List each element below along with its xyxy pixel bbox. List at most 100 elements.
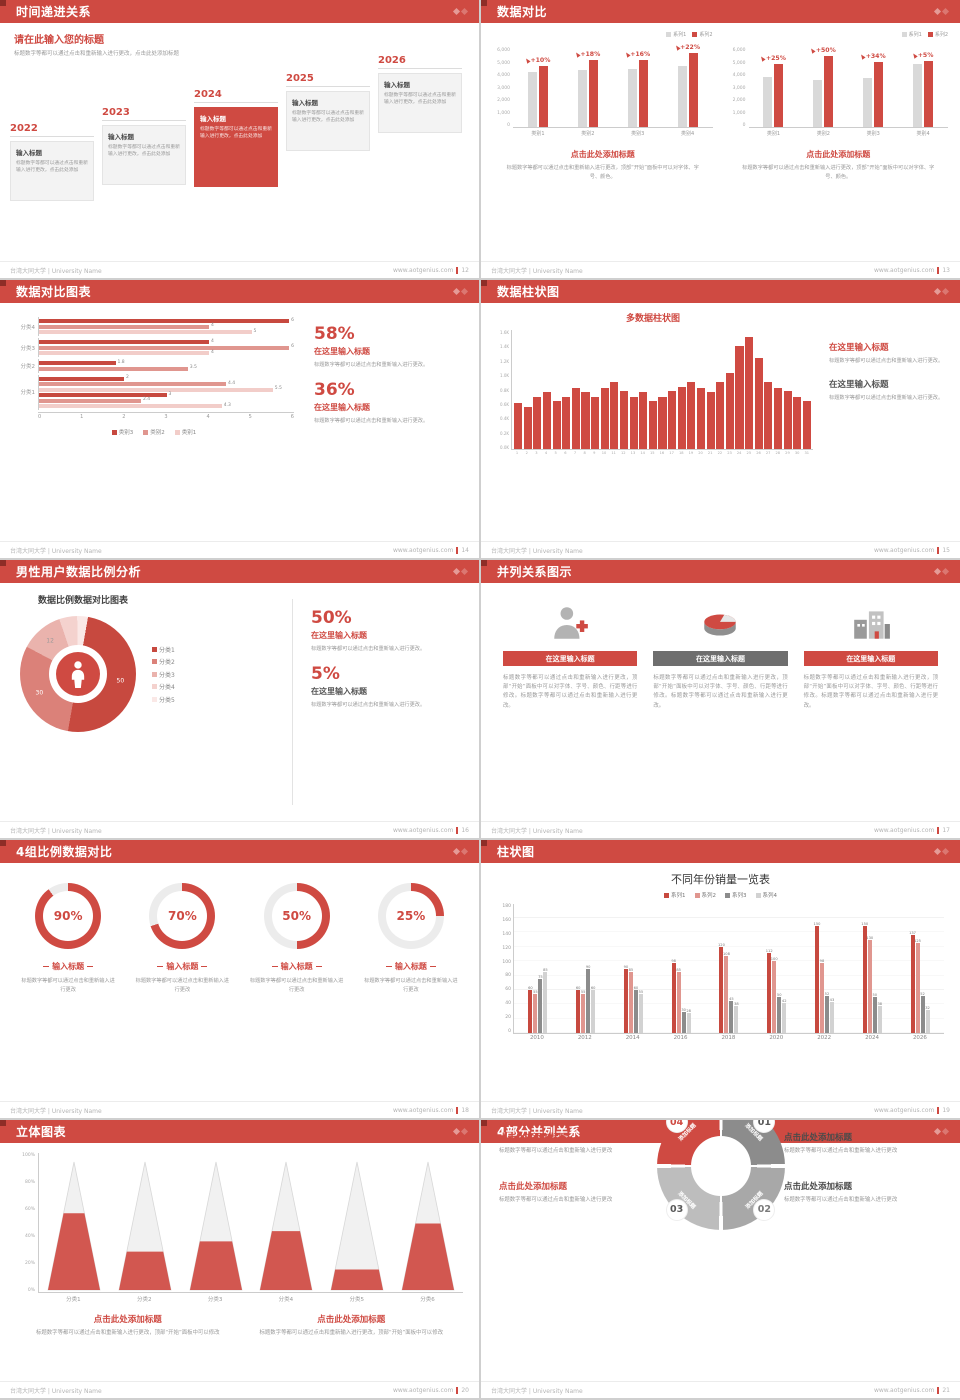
slide-21-four-part-relationship[interactable]: 4部分并列关系 添加标题 01 添加标题 02 添加标题 03 添加标题 04 点击此处添加标… bbox=[481, 1120, 960, 1398]
legend-item: 系列1 bbox=[664, 891, 686, 899]
footer-site: www.aotgenius.com bbox=[873, 826, 935, 834]
legend-swatch bbox=[694, 892, 700, 898]
bar-group: +16% bbox=[613, 48, 663, 127]
legend-item: 分类1 bbox=[152, 645, 175, 654]
bar-series1 bbox=[863, 78, 873, 127]
diamond-decoration bbox=[933, 287, 950, 296]
circular-diagram: 添加标题 01 添加标题 02 添加标题 03 添加标题 04 bbox=[656, 1120, 785, 1230]
bar-value: 42 bbox=[781, 998, 787, 1003]
footer-meta: www.aotgenius.com 18 bbox=[393, 1106, 469, 1114]
bar-series2 bbox=[774, 64, 784, 127]
x-tick-label: 类别3 bbox=[866, 131, 880, 137]
bar bbox=[716, 382, 725, 449]
x-tick-label: 4 bbox=[206, 414, 210, 420]
footer-tick bbox=[456, 546, 459, 554]
bar-value: 4 bbox=[211, 338, 214, 344]
slide-12-time-progression[interactable]: 时间递进关系 请在此输入您的标题 标题数字等都可以通过点击和重新输入进行更改，点… bbox=[0, 0, 479, 278]
diamond-decoration bbox=[452, 847, 469, 856]
bar bbox=[581, 392, 590, 449]
legend-swatch bbox=[901, 32, 907, 37]
slide-19-grouped-column-chart[interactable]: 柱状图 不同年份销量一览表 系列1 系列2 系列3 系列4 180 160 140 120 1… bbox=[481, 840, 960, 1118]
slide-16-male-user-ratio[interactable]: 男性用户数据比例分析 数据比例数据对比图表 50 30 12 分类1 分类2 分类3 分类… bbox=[0, 560, 479, 838]
slide-body: 100% 80% 60% 40% 20% 0% 分类1 分类2 分类3 分类4 分类5 分类6 点击… bbox=[0, 1143, 479, 1381]
corner-decoration bbox=[481, 280, 487, 286]
delta-label: +18% bbox=[574, 51, 600, 58]
progress-ring: 25% bbox=[377, 883, 444, 949]
bar-value: 1.8 bbox=[117, 359, 125, 365]
slide-title: 男性用户数据比例分析 bbox=[16, 565, 142, 579]
slide-20-3d-cone-chart[interactable]: 立体图表 100% 80% 60% 40% 20% 0% 分类1 分类2 分类3 分类4 分类5 分… bbox=[0, 1120, 479, 1398]
bar bbox=[706, 392, 715, 449]
segment-value: 12 bbox=[46, 637, 54, 645]
segment-value: 30 bbox=[35, 689, 44, 697]
chart-area: 6,000 5,000 4,000 3,000 2,000 1,000 0 +25% +50% +… bbox=[729, 47, 948, 128]
slide-body: 系列1 系列2 6,000 5,000 4,000 3,000 2,000 1,000 0 +10… bbox=[481, 23, 960, 261]
male-person-icon bbox=[56, 652, 100, 696]
timeline-year: 2025 bbox=[286, 73, 314, 84]
slide-footer: 台湾大同大学 | University Name www.aotgenius.c… bbox=[0, 1101, 479, 1118]
bar-value: 90 bbox=[623, 964, 629, 969]
stat-label: 在这里输入标题 bbox=[311, 630, 367, 640]
timeline-year: 2024 bbox=[194, 89, 222, 100]
footer-meta: www.aotgenius.com 17 bbox=[873, 826, 950, 834]
bar-series2 bbox=[538, 66, 548, 127]
bar bbox=[523, 407, 532, 449]
chart-title: 不同年份销量一览表 bbox=[671, 873, 770, 886]
progress-ring: 90% bbox=[35, 883, 102, 949]
y-tick-label: 1.0K bbox=[500, 373, 509, 379]
chart-legend: 系列1 系列2 bbox=[729, 31, 948, 38]
chart-row: 分类3 4 6 4 bbox=[14, 338, 294, 357]
footer-university: 台湾大同大学 | University Name bbox=[491, 1387, 583, 1395]
bar-group: +18% bbox=[563, 48, 613, 127]
legend-item: 分类4 bbox=[152, 682, 175, 691]
x-tick-label: 7 bbox=[573, 451, 577, 455]
bar bbox=[39, 361, 116, 365]
footer-tick bbox=[937, 546, 940, 554]
bar-series2 bbox=[638, 59, 648, 127]
stat-text: 标题数字等都可以通过点击和重新输入进行更改。 bbox=[829, 358, 944, 364]
slide-14-comparison-chart[interactable]: 数据对比图表 分类4 6 4 5 分类3 4 6 4 分类2 1.8 3.5 分类1 2 4.4 5.5 3 2… bbox=[0, 280, 479, 558]
x-tick-label: 类别2 bbox=[581, 131, 595, 137]
bar-value: 85 bbox=[628, 968, 634, 973]
footer-site: www.aotgenius.com bbox=[873, 1106, 935, 1114]
bar bbox=[639, 392, 648, 449]
stat-text: 标题数字等都可以通过点击和重新输入进行更改。 bbox=[829, 394, 944, 401]
y-tick-label: 100 bbox=[502, 959, 511, 965]
bar-value: 150 bbox=[813, 921, 821, 926]
y-tick-label: 40 bbox=[505, 1001, 511, 1007]
chart-legend: 系列1 系列2 系列3 系列4 bbox=[497, 891, 944, 899]
slide-title: 4组比例数据对比 bbox=[16, 845, 113, 859]
footer-meta: www.aotgenius.com 14 bbox=[393, 546, 469, 554]
caption-text: 标题数字等都可以通过点击和重新输入进行更改 bbox=[499, 1148, 613, 1155]
bar-value: 50 bbox=[872, 993, 878, 998]
legend-swatch bbox=[725, 892, 730, 898]
bar bbox=[619, 391, 628, 449]
y-tick-label: 2,000 bbox=[497, 98, 510, 103]
bar-value: 150 bbox=[861, 921, 869, 926]
chart-title: 多数据柱状图 bbox=[625, 314, 680, 324]
delta-label: +22% bbox=[673, 44, 700, 51]
progress-value: 70% bbox=[168, 909, 197, 923]
footer-university: 台湾大同大学 | University Name bbox=[10, 1387, 102, 1395]
y-tick-label: 5,000 bbox=[497, 60, 510, 66]
slide-footer: 台湾大同大学 | University Name www.aotgenius.c… bbox=[481, 1101, 960, 1118]
slide-footer: 台湾大同大学 | University Name www.aotgenius.c… bbox=[481, 261, 960, 278]
slide-15-column-chart[interactable]: 数据柱状图 多数据柱状图 1.6K 1.4K 1.2K 1.0K 0.8K 0.6K 0.4… bbox=[481, 280, 960, 558]
caption-item: 点击此处添加标题 标题数字等都可以通过点击和重新输入进行更改，顶部“开始”面板中… bbox=[16, 1313, 240, 1338]
bar: 38 bbox=[877, 1002, 882, 1033]
bar bbox=[39, 393, 167, 397]
item-title: 输入标题 bbox=[361, 961, 461, 972]
slide-13-data-comparison[interactable]: 数据对比 系列1 系列2 6,000 5,000 4,000 3,000 2,000 1,00… bbox=[481, 0, 960, 278]
legend-swatch bbox=[927, 32, 933, 37]
stat-value: 5% bbox=[311, 664, 340, 685]
bar-value: 137 bbox=[909, 930, 916, 935]
x-tick-label: 2010 bbox=[529, 1035, 544, 1041]
bar: 45 bbox=[729, 997, 734, 1033]
slide-18-four-ratio-comparison[interactable]: 4组比例数据对比 90% 输入标题 标题数字等都可以通过点击和重新输入进行更改 70%… bbox=[0, 840, 479, 1118]
y-tick-label: 80 bbox=[505, 973, 511, 979]
legend-item: 系列4 bbox=[755, 891, 777, 899]
footer-page-number: 16 bbox=[461, 826, 469, 834]
x-tick-label: 分类2 bbox=[136, 1297, 152, 1303]
slide-17-parallel-relationship[interactable]: 并列关系图示 在这里输入标题 标题数字等都可以通过点击和重新输入进行更改，顶部“… bbox=[481, 560, 960, 838]
bar bbox=[39, 351, 209, 355]
